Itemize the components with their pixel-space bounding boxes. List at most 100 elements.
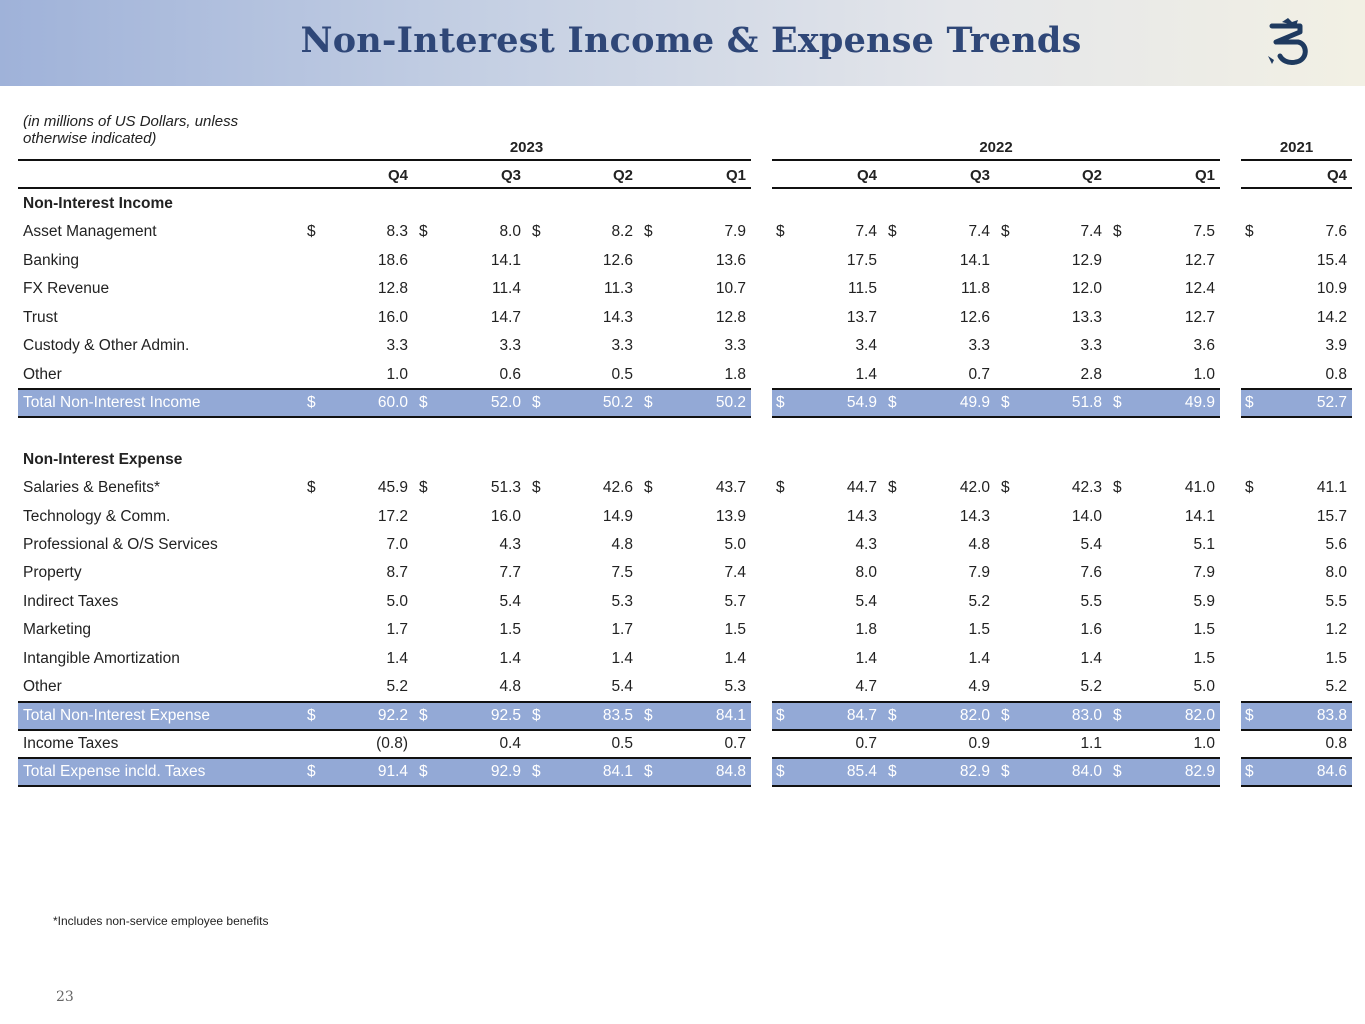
year-header: 2023 <box>509 139 544 156</box>
currency-symbol: $ <box>1245 706 1254 724</box>
year-rule <box>772 159 1220 161</box>
value-cell: 8.7 <box>386 564 408 582</box>
table-row: Technology & Comm. 17.2 16.0 14.9 13.9 14.3 14… <box>0 503 1365 531</box>
value-cell: 50.2 <box>715 393 746 411</box>
currency-symbol: $ <box>419 479 428 497</box>
value-cell: 3.3 <box>1080 337 1102 355</box>
spacer-row <box>0 417 1365 445</box>
value-cell: 0.9 <box>968 734 990 752</box>
value-cell: 3.3 <box>611 337 633 355</box>
value-cell: 83.0 <box>1071 706 1102 724</box>
value-cell: 0.8 <box>1325 365 1347 383</box>
total-top-rule <box>1241 757 1352 760</box>
value-cell: 7.4 <box>855 223 877 241</box>
year-rule <box>18 159 751 161</box>
value-cell: 14.1 <box>490 251 521 269</box>
total-band <box>1241 388 1352 417</box>
value-cell: 12.6 <box>959 308 990 326</box>
row-label: Marketing <box>23 621 92 639</box>
value-cell: 4.8 <box>611 536 633 554</box>
value-cell: 3.6 <box>1193 337 1215 355</box>
value-cell: 1.4 <box>855 365 877 383</box>
value-cell: 0.5 <box>611 734 633 752</box>
value-cell: 11.3 <box>603 280 633 298</box>
currency-symbol: $ <box>419 706 428 724</box>
value-cell: 1.4 <box>386 649 408 667</box>
total-top-rule <box>1241 387 1352 390</box>
row-label: Salaries & Benefits* <box>23 479 160 497</box>
value-cell: 44.7 <box>846 479 877 497</box>
quarter-header: Q4 <box>1326 167 1347 184</box>
total-band <box>772 701 1220 730</box>
row-label: Property <box>23 564 82 582</box>
value-cell: 1.4 <box>499 649 521 667</box>
value-cell: 1.5 <box>724 621 746 639</box>
value-cell: 14.9 <box>602 507 633 525</box>
value-cell: 5.2 <box>1080 678 1102 696</box>
value-cell: 84.8 <box>715 763 746 781</box>
value-cell: 52.0 <box>490 393 521 411</box>
year-header: 2022 <box>979 139 1013 156</box>
value-cell: 1.6 <box>1080 621 1102 639</box>
value-cell: 91.4 <box>377 763 408 781</box>
currency-symbol: $ <box>1113 763 1122 781</box>
value-cell: 12.4 <box>1184 280 1215 298</box>
row-label: Asset Management <box>23 223 157 241</box>
quarter-header: Q2 <box>612 167 633 184</box>
table-row: Marketing 1.7 1.5 1.7 1.5 1.8 1.5 1.6 1.5 1.2 <box>0 616 1365 644</box>
value-cell: 82.9 <box>959 763 990 781</box>
currency-symbol: $ <box>1245 479 1254 497</box>
currency-symbol: $ <box>1113 706 1122 724</box>
value-cell: 49.9 <box>959 393 990 411</box>
value-cell: 5.0 <box>1193 678 1215 696</box>
value-cell: 8.2 <box>611 223 633 241</box>
value-cell: 5.4 <box>611 678 633 696</box>
currency-symbol: $ <box>1001 763 1010 781</box>
value-cell: 7.5 <box>1193 223 1215 241</box>
value-cell: 16.0 <box>490 507 521 525</box>
value-cell: 84.0 <box>1071 763 1102 781</box>
value-cell: 5.2 <box>968 592 990 610</box>
value-cell: 15.7 <box>1316 507 1347 525</box>
row-label: Total Expense incld. Taxes <box>23 763 206 781</box>
value-cell: 4.9 <box>968 678 990 696</box>
value-cell: 51.3 <box>490 479 521 497</box>
table-row: Indirect Taxes 5.0 5.4 5.3 5.7 5.4 5.2 5.5 5.9 5.… <box>0 588 1365 616</box>
currency-symbol: $ <box>644 763 653 781</box>
value-cell: 84.1 <box>602 763 633 781</box>
value-cell: 5.5 <box>1080 592 1102 610</box>
currency-symbol: $ <box>532 393 541 411</box>
quarter-header: Q4 <box>387 167 408 184</box>
currency-symbol: $ <box>888 763 897 781</box>
currency-symbol: $ <box>1001 479 1010 497</box>
currency-symbol: $ <box>644 706 653 724</box>
value-cell: 3.3 <box>386 337 408 355</box>
currency-symbol: $ <box>888 223 897 241</box>
total-top-rule <box>18 757 751 760</box>
row-label: Non-Interest Income <box>23 195 173 212</box>
value-cell: 1.0 <box>386 365 408 383</box>
total-band <box>1241 758 1352 787</box>
total-band <box>772 758 1220 787</box>
row-label: Income Taxes <box>23 734 119 752</box>
value-cell: 8.3 <box>386 223 408 241</box>
header-rule <box>18 187 751 189</box>
quarter-header: Q3 <box>500 167 521 184</box>
row-label: Custody & Other Admin. <box>23 337 190 355</box>
value-cell: 85.4 <box>846 763 877 781</box>
value-cell: 14.2 <box>1316 308 1347 326</box>
value-cell: 2.8 <box>1080 365 1102 383</box>
value-cell: 13.3 <box>1071 308 1102 326</box>
table-row: FX Revenue 12.8 11.4 11.3 10.7 11.5 11.8 12.0 12… <box>0 275 1365 303</box>
value-cell: 11.4 <box>491 280 521 298</box>
value-cell: 1.4 <box>724 649 746 667</box>
value-cell: 4.7 <box>855 678 877 696</box>
value-cell: 54.9 <box>846 393 877 411</box>
year-header: 2021 <box>1279 139 1314 156</box>
value-cell: 10.9 <box>1316 280 1347 298</box>
row-label: Banking <box>23 251 80 269</box>
currency-symbol: $ <box>1113 393 1122 411</box>
currency-symbol: $ <box>1001 393 1010 411</box>
value-cell: 50.2 <box>602 393 633 411</box>
value-cell: 8.0 <box>855 564 877 582</box>
